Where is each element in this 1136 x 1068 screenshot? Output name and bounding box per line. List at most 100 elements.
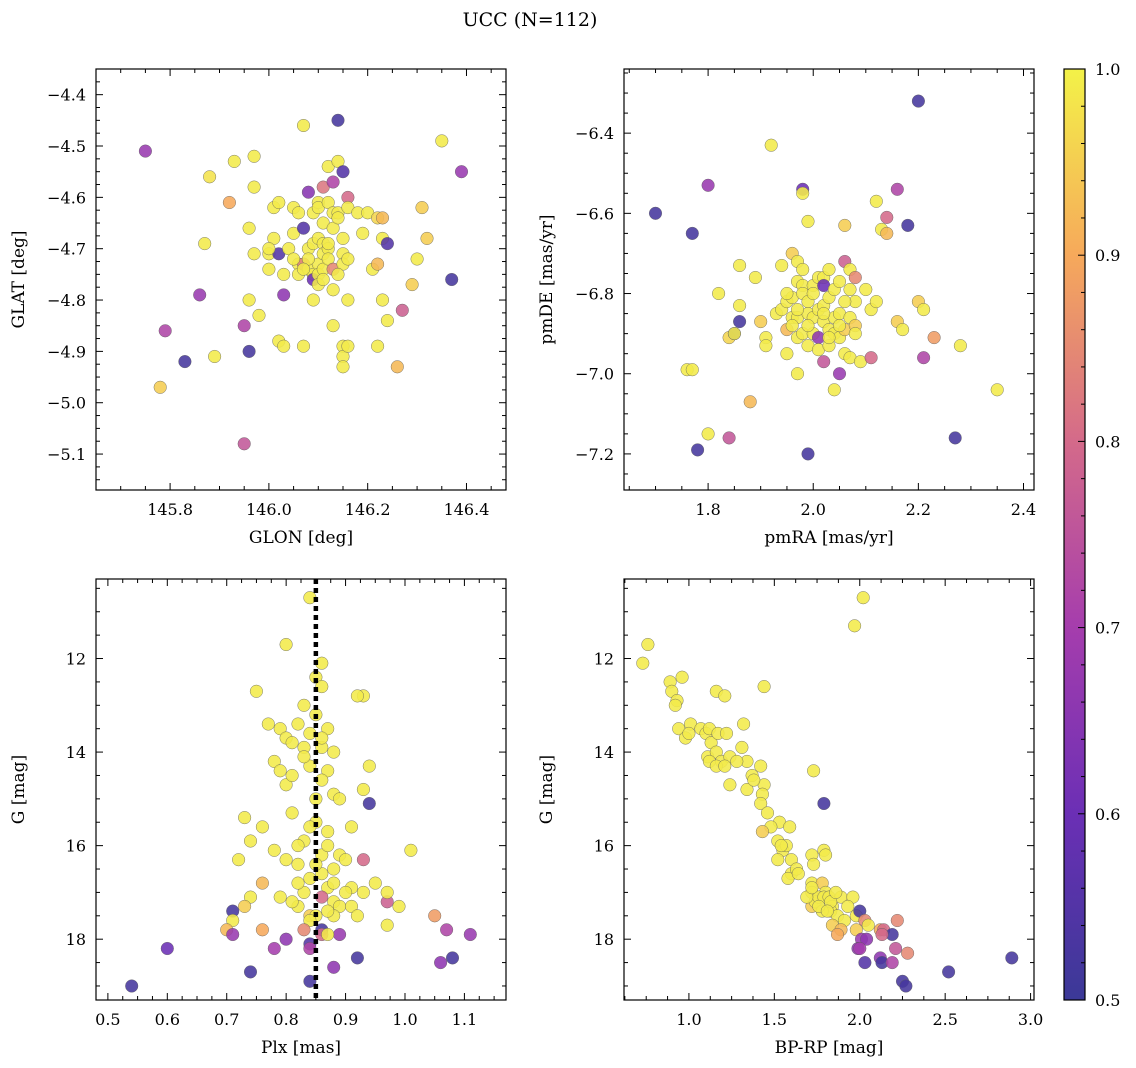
scatter-point: [326, 283, 340, 297]
scatter-point: [838, 295, 852, 309]
y-tick-label: −4.9: [47, 342, 86, 361]
scatter-point: [376, 293, 390, 307]
scatter-point: [455, 165, 469, 179]
scatter-point: [356, 783, 370, 797]
y-tick-label: −5.0: [47, 394, 86, 413]
scatter-point: [754, 759, 768, 773]
y-tick-label: 14: [66, 743, 86, 762]
x-tick-label: 1.1: [452, 1010, 477, 1029]
scatter-point: [434, 956, 448, 970]
x-tick-label: 2.0: [847, 1010, 872, 1029]
scatter-point: [297, 221, 311, 235]
scatter-point: [807, 764, 821, 778]
scatter-point: [255, 820, 269, 834]
x-tick-label: 2.4: [1011, 500, 1036, 519]
scatter-point: [222, 195, 236, 209]
scatter-point: [755, 825, 769, 839]
scatter-point: [735, 740, 749, 754]
scatter-point: [853, 942, 867, 956]
scatter-point: [691, 443, 705, 457]
scatter-point: [341, 293, 355, 307]
scatter-point: [350, 951, 364, 965]
scatter-point: [737, 717, 751, 731]
colorbar-tick-label: 0.7: [1095, 619, 1120, 638]
scatter-point: [238, 811, 252, 825]
scatter-point: [333, 928, 347, 942]
scatter-point: [327, 876, 341, 890]
scatter-point: [316, 273, 330, 287]
scatter-point: [649, 206, 663, 220]
scatter-point: [178, 355, 192, 369]
scatter-point: [273, 890, 287, 904]
scatter-point: [733, 315, 747, 329]
scatter-point: [748, 271, 762, 285]
colorbar-tick-label: 1.0: [1095, 60, 1120, 79]
scatter-point: [331, 267, 345, 281]
scatter-point: [291, 717, 305, 731]
scatter-point: [226, 928, 240, 942]
scatter-point: [890, 914, 904, 928]
scatter-point: [336, 165, 350, 179]
scatter-point: [761, 806, 775, 820]
scatter-point: [775, 259, 789, 273]
scatter-point: [896, 323, 910, 337]
scatter-point: [428, 909, 442, 923]
scatter-point: [791, 867, 805, 881]
scatter-point: [827, 383, 841, 397]
scatter-point: [291, 857, 305, 871]
scatter-point: [395, 303, 409, 317]
scatter-point: [368, 876, 382, 890]
x-tick-label: 2.0: [801, 500, 826, 519]
scatter-point: [321, 928, 335, 942]
scatter-point: [801, 214, 815, 228]
x-tick-label: 1.5: [762, 1010, 787, 1029]
colorbar-tick-label: 0.5: [1095, 991, 1120, 1010]
scatter-point: [297, 923, 311, 937]
scatter-point: [243, 890, 257, 904]
y-tick-label: −5.1: [47, 445, 86, 464]
scatter-point: [249, 684, 263, 698]
scatter-point: [720, 726, 734, 740]
scatter-point: [345, 820, 359, 834]
scatter-point: [303, 974, 317, 988]
scatter-point: [297, 118, 311, 132]
scatter-point: [255, 876, 269, 890]
scatter-point: [227, 154, 241, 168]
scatter-point: [860, 932, 874, 946]
scatter-point: [833, 367, 847, 381]
scatter-point: [415, 201, 429, 215]
scatter-point: [326, 319, 340, 333]
x-tick-label: 146.2: [345, 500, 391, 519]
scatter-point: [327, 862, 341, 876]
scatter-point: [327, 960, 341, 974]
scatter-point: [380, 885, 394, 899]
scatter-point: [315, 731, 329, 745]
x-tick-label: 1.0: [392, 1010, 417, 1029]
scatter-point: [297, 698, 311, 712]
scatter-point: [261, 717, 275, 731]
scatter-point: [785, 319, 799, 333]
scatter-point: [262, 242, 276, 256]
scatter-point: [858, 956, 872, 970]
y-tick-label: −7.2: [575, 445, 614, 464]
scatter-point: [125, 979, 139, 993]
scatter-point: [885, 956, 899, 970]
colorbar-tick-label: 0.6: [1095, 805, 1120, 824]
scatter-point: [380, 314, 394, 328]
scatter-point: [864, 351, 878, 365]
scatter-point: [733, 299, 747, 313]
scatter-point: [301, 185, 315, 199]
scatter-point: [160, 942, 174, 956]
scatter-point: [675, 670, 689, 684]
scatter-point: [685, 226, 699, 240]
colorbar-tick-label: 0.8: [1095, 432, 1120, 451]
scatter-point: [764, 138, 778, 152]
y-tick-label: 12: [594, 650, 614, 669]
scatter-point: [321, 825, 335, 839]
scatter-point: [948, 431, 962, 445]
scatter-point: [285, 736, 299, 750]
scatter-point: [321, 839, 335, 853]
scatter-point: [682, 726, 696, 740]
x-axis-label: Plx [mas]: [261, 1038, 341, 1058]
